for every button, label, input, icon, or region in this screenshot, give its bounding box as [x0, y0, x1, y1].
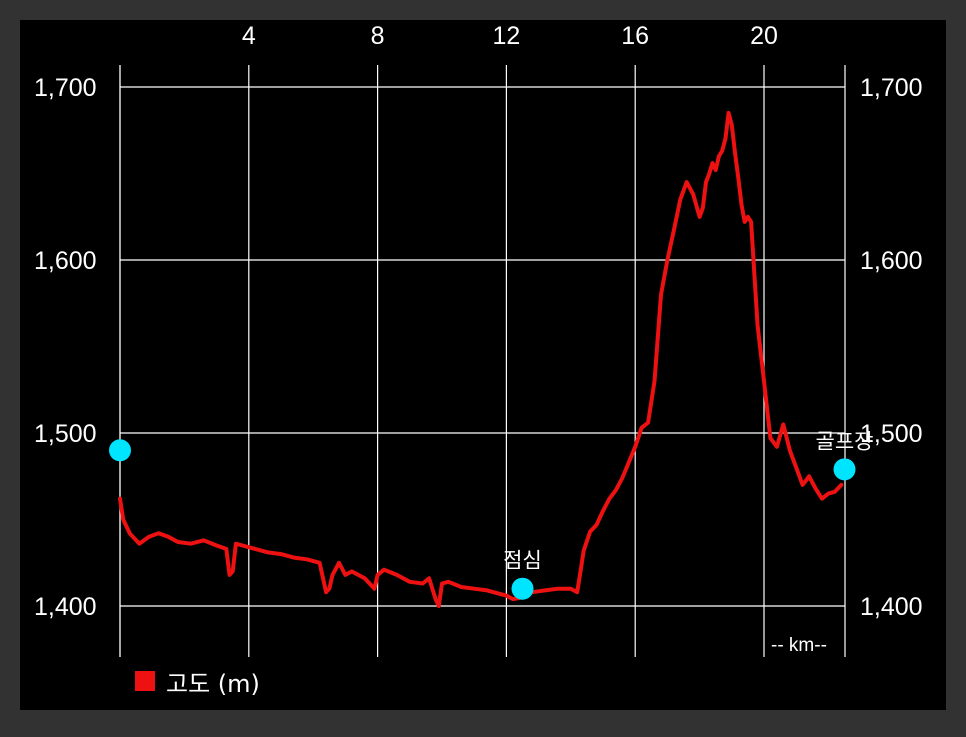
waypoint-marker[interactable]: [511, 577, 534, 600]
waypoint-label: 골프장: [816, 429, 874, 453]
legend-label: 고도 (m): [166, 670, 260, 698]
x-tick-label: 16: [621, 22, 649, 50]
x-axis-unit-label: -- km--: [771, 635, 827, 656]
y-tick-label-right: 1,500: [860, 420, 923, 448]
y-tick-label-left: 1,600: [34, 247, 97, 275]
elevation-chart: 4 8 12 16 20 1,400 1,400 1,500 1,500 1,600 1,600 1,…: [20, 20, 946, 710]
x-tick-label: 20: [750, 22, 778, 50]
y-tick-label-right: 1,700: [860, 74, 923, 102]
waypoint-marker[interactable]: [833, 458, 856, 481]
waypoint-label: 점심: [503, 549, 542, 573]
axis-ticks: 4 8 12 16 20 1,400 1,400 1,500 1,500 1,600 1,600 1,…: [34, 22, 923, 621]
x-tick-label: 8: [371, 22, 385, 50]
y-tick-label-left: 1,500: [34, 420, 97, 448]
grid: [119, 65, 846, 657]
legend-swatch: [135, 671, 155, 691]
marker-layer: 점심 골프장: [109, 429, 874, 600]
y-tick-label-left: 1,700: [34, 74, 97, 102]
chart-canvas: 4 8 12 16 20 1,400 1,400 1,500 1,500 1,600 1,600 1,…: [34, 22, 923, 698]
x-tick-label: 12: [492, 22, 520, 50]
legend: 고도 (m): [135, 670, 260, 698]
x-tick-label: 4: [242, 22, 256, 50]
series-layer: [118, 110, 844, 608]
y-tick-label-left: 1,400: [34, 593, 97, 621]
y-tick-label-right: 1,600: [860, 247, 923, 275]
elevation-series-line: [118, 110, 844, 608]
y-tick-label-right: 1,400: [860, 593, 923, 621]
waypoint-marker[interactable]: [109, 439, 131, 462]
